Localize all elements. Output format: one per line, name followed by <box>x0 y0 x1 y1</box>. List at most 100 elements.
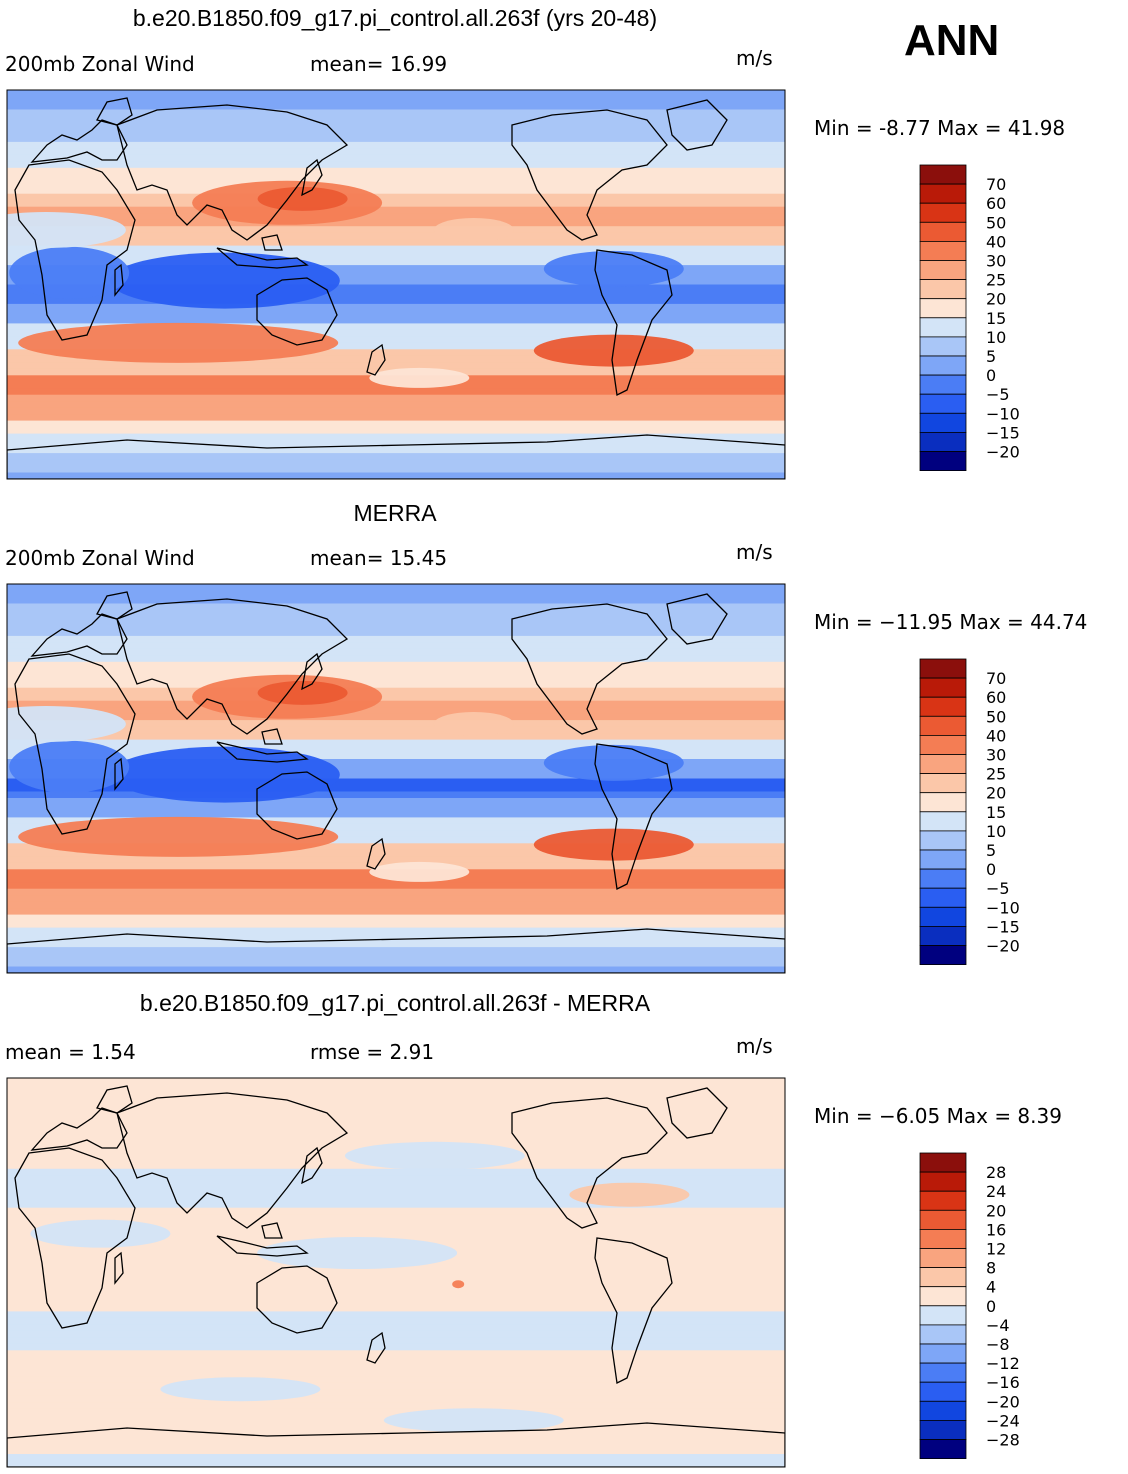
map-feature <box>433 712 514 736</box>
colorbar-swatch <box>919 792 967 813</box>
map-band <box>7 798 785 806</box>
map-feature <box>433 218 514 242</box>
map-band <box>7 642 785 650</box>
map-band <box>7 394 785 402</box>
map-band <box>7 609 785 618</box>
colorbar-tick-label: −20 <box>986 937 1020 956</box>
map-band <box>7 953 785 961</box>
colorbar-tick-label: 0 <box>986 860 996 879</box>
panel3-units: m/s <box>736 1034 773 1058</box>
map-band <box>7 849 785 858</box>
colorbar-tick-label: −5 <box>986 385 1010 404</box>
map-band <box>7 200 785 208</box>
map-band <box>7 830 785 838</box>
map-band <box>7 1103 785 1112</box>
map-band <box>7 90 785 98</box>
colorbar-swatch <box>919 355 967 376</box>
map-band <box>7 739 785 747</box>
colorbar-swatch <box>919 202 967 223</box>
map-band <box>7 226 785 234</box>
colorbar-tick-label: 5 <box>986 841 996 860</box>
map-band <box>7 459 785 467</box>
map-band <box>7 1369 785 1378</box>
colorbar-swatch <box>919 374 967 395</box>
map-band <box>7 1181 785 1189</box>
map-band <box>7 1110 785 1118</box>
map-band <box>7 1227 785 1235</box>
colorbar-tick-label: 70 <box>986 669 1006 688</box>
colorbar-tick-label: 10 <box>986 822 1006 841</box>
map-band <box>7 648 785 657</box>
map-band <box>7 466 785 474</box>
map-band <box>7 1194 785 1202</box>
map-panel-3 <box>7 1078 785 1467</box>
colorbar-tick-label: 50 <box>986 707 1006 726</box>
map-band <box>7 960 785 968</box>
colorbar-tick-label: 15 <box>986 803 1006 822</box>
map-panel-2 <box>7 584 785 973</box>
map-band <box>7 707 785 715</box>
map-feature <box>383 1408 564 1433</box>
colorbar-swatch <box>919 926 967 946</box>
map-band <box>7 433 785 441</box>
map-feature <box>30 1219 171 1248</box>
map-band <box>7 908 785 916</box>
map-band <box>7 1091 785 1099</box>
map-band <box>7 687 785 695</box>
map-band <box>7 1123 785 1131</box>
map-feature <box>109 252 340 309</box>
map-band <box>7 342 785 351</box>
map-band <box>7 291 785 299</box>
map-band <box>7 720 785 728</box>
colorbar-tick-label: −20 <box>986 443 1020 462</box>
map-band <box>7 1363 785 1371</box>
map-band <box>7 1168 785 1177</box>
colorbar-tick-label: −8 <box>986 1335 1010 1354</box>
colorbar-tick-label: 70 <box>986 175 1006 194</box>
colorbar-swatch <box>919 279 967 300</box>
map-feature <box>7 212 126 248</box>
season-label: ANN <box>904 16 1000 65</box>
map-band <box>7 167 785 176</box>
map-band <box>7 914 785 922</box>
colorbar-swatch <box>919 1286 967 1307</box>
colorbar-swatch <box>919 1362 967 1383</box>
map-band <box>7 1441 785 1449</box>
colorbar-tick-label: 10 <box>986 328 1006 347</box>
colorbar-tick-label: −16 <box>986 1373 1020 1392</box>
colorbar-tick-label: 8 <box>986 1259 996 1278</box>
map-band <box>7 362 785 370</box>
map-band <box>7 310 785 318</box>
map-band <box>7 713 785 721</box>
map-panel-1 <box>7 90 785 479</box>
map-band <box>7 733 785 741</box>
map-band <box>7 420 785 428</box>
map-band <box>7 355 785 364</box>
map-band <box>7 1395 785 1403</box>
colorbar-tick-label: 25 <box>986 765 1006 784</box>
map-band <box>7 453 785 461</box>
colorbar-swatch <box>919 1305 967 1326</box>
colorbar-swatch <box>919 431 967 452</box>
map-band <box>7 1356 785 1365</box>
map-band <box>7 622 785 631</box>
map-band <box>7 141 785 150</box>
map-band <box>7 303 785 312</box>
colorbar-tick-label: 0 <box>986 366 996 385</box>
panel3-title: b.e20.B1850.f09_g17.pi_control.all.263f … <box>139 990 651 1016</box>
map-band <box>7 316 785 325</box>
map-band <box>7 1175 785 1183</box>
colorbar-swatch <box>919 1381 967 1402</box>
map-band <box>7 921 785 929</box>
map-band <box>7 1428 785 1436</box>
colorbar-swatch <box>919 183 967 204</box>
colorbar-swatch <box>919 1267 967 1288</box>
map-band <box>7 1337 785 1345</box>
map-band <box>7 135 785 143</box>
colorbar-tick-label: 60 <box>986 194 1006 213</box>
map-band <box>7 1188 785 1196</box>
map-band <box>7 1350 785 1358</box>
colorbar-swatch <box>919 451 967 472</box>
colorbar-tick-label: −15 <box>986 917 1020 936</box>
map-band <box>7 843 785 851</box>
